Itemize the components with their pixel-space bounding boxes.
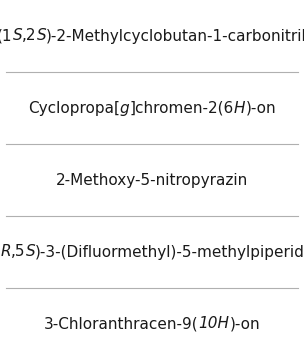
Text: g: g <box>120 100 130 116</box>
Text: ]chromen-2(6: ]chromen-2(6 <box>130 100 234 116</box>
Text: )-on: )-on <box>230 316 260 332</box>
Text: )-3-(Difluormethyl)-5-methylpiperidin: )-3-(Difluormethyl)-5-methylpiperidin <box>35 244 304 260</box>
Text: S: S <box>36 28 46 44</box>
Text: (1: (1 <box>0 28 12 44</box>
Text: R: R <box>1 244 11 260</box>
Text: (3: (3 <box>0 244 1 260</box>
Text: 3-Chloranthracen-9(: 3-Chloranthracen-9( <box>44 316 199 332</box>
Text: 2-Methoxy-5-nitropyrazin: 2-Methoxy-5-nitropyrazin <box>56 172 248 188</box>
Text: )-on: )-on <box>245 100 276 116</box>
Text: H: H <box>234 100 245 116</box>
Text: S: S <box>12 28 22 44</box>
Text: 10H: 10H <box>199 316 230 332</box>
Text: S: S <box>26 244 35 260</box>
Text: ,2: ,2 <box>22 28 36 44</box>
Text: )-2-Methylcyclobutan-1-carbonitril: )-2-Methylcyclobutan-1-carbonitril <box>46 28 304 44</box>
Text: ,5: ,5 <box>11 244 26 260</box>
Text: Cyclopropa[: Cyclopropa[ <box>28 100 120 116</box>
